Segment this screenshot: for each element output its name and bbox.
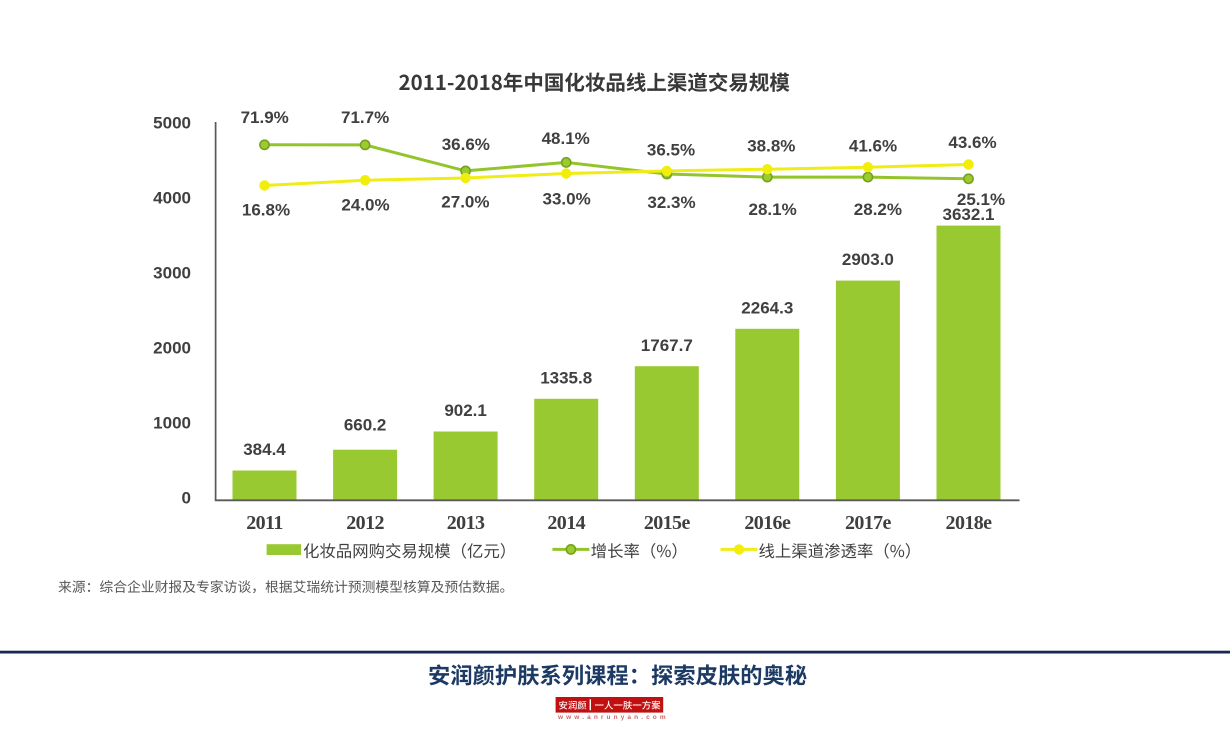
svg-text:2017e: 2017e (845, 512, 892, 534)
svg-text:3000: 3000 (153, 264, 191, 283)
svg-text:2018e: 2018e (946, 512, 993, 534)
svg-text:2011: 2011 (246, 512, 283, 534)
svg-text:2000: 2000 (153, 339, 191, 358)
svg-text:902.1: 902.1 (444, 401, 487, 420)
svg-text:24.0%: 24.0% (341, 196, 389, 215)
svg-text:3632.1: 3632.1 (943, 205, 995, 224)
svg-text:2016e: 2016e (744, 512, 791, 534)
svg-text:71.7%: 71.7% (341, 108, 389, 127)
svg-text:27.0%: 27.0% (441, 192, 489, 211)
svg-text:25.1%: 25.1% (957, 190, 1005, 209)
svg-text:28.2%: 28.2% (854, 200, 902, 219)
svg-text:2264.3: 2264.3 (741, 298, 793, 317)
svg-text:71.9%: 71.9% (241, 108, 289, 127)
svg-text:5000: 5000 (153, 114, 191, 133)
svg-text:33.0%: 33.0% (542, 189, 590, 208)
svg-text:2012: 2012 (346, 512, 384, 534)
svg-text:36.6%: 36.6% (442, 135, 490, 154)
svg-text:16.8%: 16.8% (242, 201, 290, 220)
svg-text:2013: 2013 (447, 512, 485, 534)
svg-text:1767.7: 1767.7 (641, 336, 693, 355)
svg-text:660.2: 660.2 (344, 416, 387, 435)
svg-text:1335.8: 1335.8 (540, 368, 592, 387)
svg-text:41.6%: 41.6% (849, 136, 897, 155)
svg-text:43.6%: 43.6% (948, 133, 996, 152)
svg-text:48.1%: 48.1% (542, 129, 590, 148)
svg-text:www.anrunyan.com: www.anrunyan.com (557, 714, 669, 721)
svg-text:36.5%: 36.5% (647, 141, 695, 160)
svg-text:1000: 1000 (153, 414, 191, 433)
svg-text:0: 0 (182, 489, 191, 508)
svg-text:28.1%: 28.1% (748, 200, 796, 219)
svg-text:38.8%: 38.8% (747, 136, 795, 155)
svg-text:2015e: 2015e (644, 512, 691, 534)
svg-text:4000: 4000 (153, 189, 191, 208)
svg-text:2014: 2014 (547, 512, 585, 534)
svg-text:2903.0: 2903.0 (842, 250, 894, 269)
svg-text:384.4: 384.4 (243, 440, 286, 459)
svg-text:32.3%: 32.3% (647, 193, 695, 212)
